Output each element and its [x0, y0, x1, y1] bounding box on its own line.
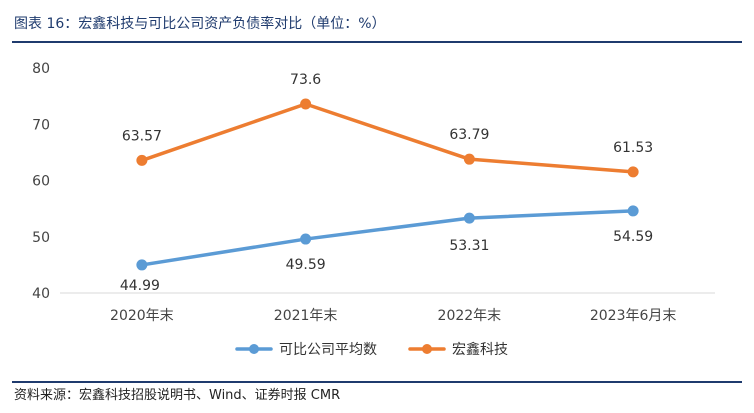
legend-swatch-marker [422, 344, 432, 354]
y-tick-label: 40 [32, 286, 50, 302]
series-layer [136, 98, 639, 271]
data-point [136, 154, 148, 166]
x-tick-label: 2020年末 [110, 308, 174, 324]
series-line-1 [140, 102, 635, 174]
data-label: 63.57 [122, 128, 162, 144]
source-note: 资料来源：宏鑫科技招股说明书、Wind、证券时报 CMR [14, 388, 341, 403]
data-point [300, 233, 312, 245]
data-label: 61.53 [613, 140, 653, 156]
data-point [463, 153, 475, 165]
data-point [627, 205, 639, 217]
data-point [300, 98, 312, 110]
y-tick-label: 70 [32, 117, 50, 133]
x-tick-label: 2022年末 [438, 308, 502, 324]
y-tick-label: 80 [32, 61, 50, 77]
data-label: 49.59 [286, 257, 326, 273]
chart-caption: 图表 16：宏鑫科技与可比公司资产负债率对比（单位：%） [14, 16, 386, 32]
series-line-0 [140, 209, 635, 267]
bottom-rule [12, 381, 742, 383]
x-tick-label: 2023年6月末 [590, 308, 677, 324]
data-point [463, 212, 475, 224]
data-label: 54.59 [613, 229, 653, 245]
label-layer: 44.99 49.59 53.31 54.59 63.57 73.6 63.79 61.53 [120, 72, 653, 294]
top-rule [12, 41, 742, 43]
x-tick-label: 2021年末 [274, 308, 338, 324]
data-label: 73.6 [290, 72, 321, 88]
legend-label: 宏鑫科技 [452, 341, 508, 358]
legend-swatch-marker [249, 344, 259, 354]
legend-label: 可比公司平均数 [279, 342, 377, 358]
y-tick-label: 50 [32, 230, 50, 246]
data-label: 53.31 [449, 238, 489, 254]
data-point [136, 259, 148, 271]
data-label: 63.79 [449, 127, 489, 143]
y-tick-label: 60 [32, 174, 50, 190]
axis-layer: 40 50 60 70 80 2020年末 2021年末 2022年末 2023年6月末 [32, 61, 715, 324]
legend: 可比公司平均数 宏鑫科技 [235, 341, 508, 358]
data-point [627, 166, 639, 178]
data-label: 44.99 [120, 278, 160, 294]
